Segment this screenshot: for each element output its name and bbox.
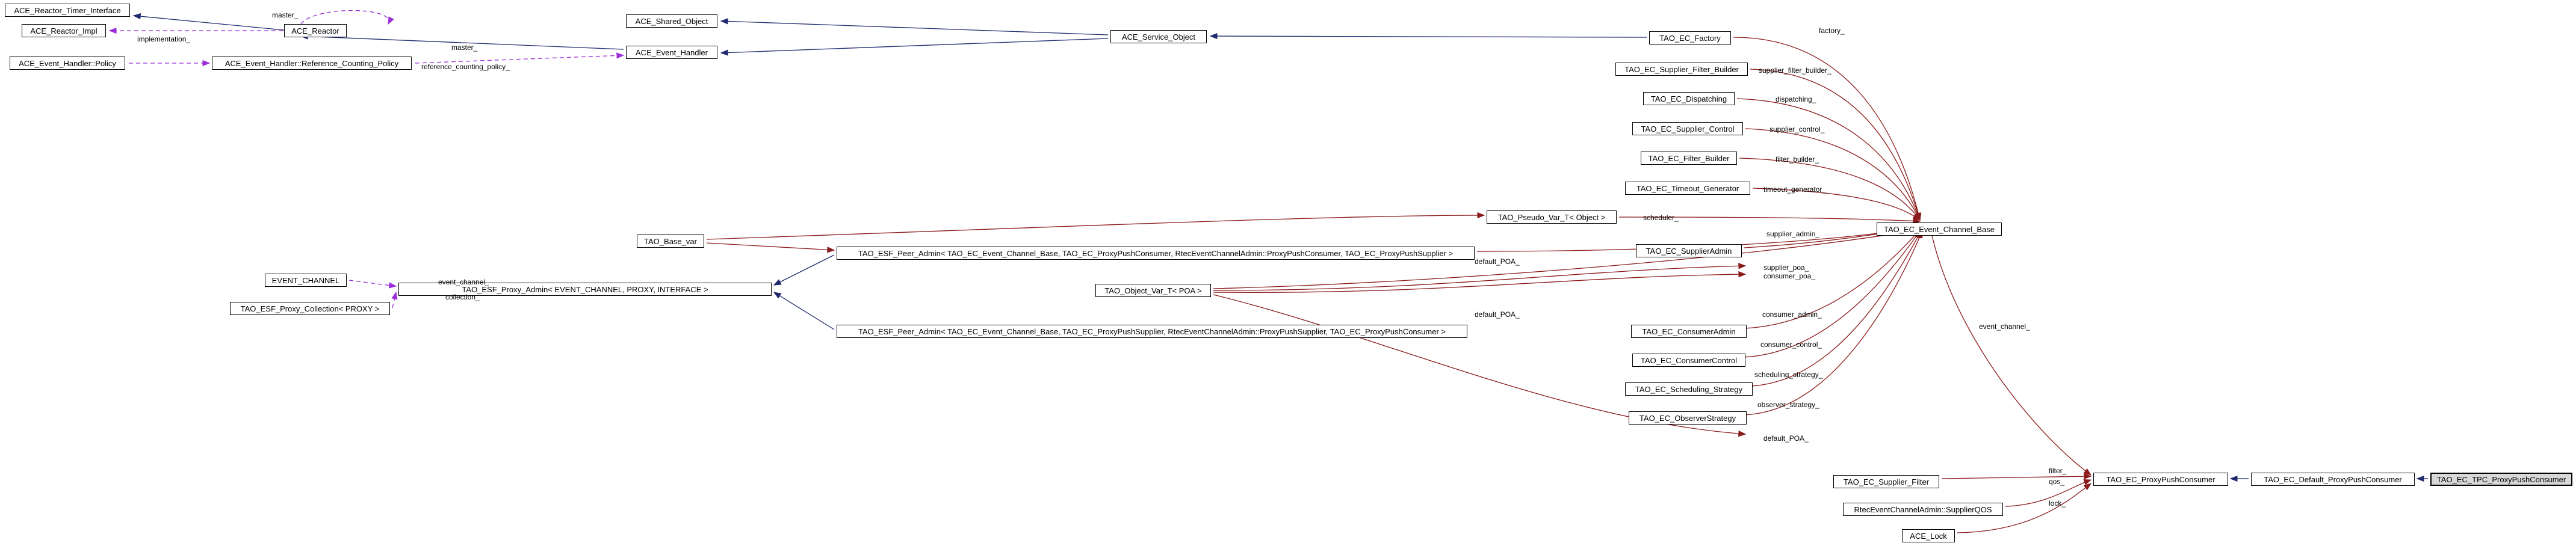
class-node[interactable]: TAO_EC_Default_ProxyPushConsumer bbox=[2251, 473, 2415, 486]
edge-label: supplier_admin_ bbox=[1766, 230, 1820, 238]
class-node[interactable]: ACE_Event_Handler::Policy bbox=[10, 57, 125, 70]
edge-label: filter_ bbox=[2049, 467, 2067, 475]
edge-usage bbox=[1752, 188, 1921, 221]
edge-usage bbox=[1750, 69, 1921, 221]
edge-usage bbox=[1213, 271, 1747, 293]
class-node[interactable]: ACE_Lock bbox=[1902, 529, 1955, 542]
edge-usage bbox=[1736, 98, 1921, 221]
class-node[interactable]: TAO_EC_Timeout_Generator bbox=[1625, 182, 1750, 195]
edge-usage bbox=[706, 242, 835, 253]
edge-label: collection_ bbox=[445, 293, 480, 301]
edge-label: observer_strategy_ bbox=[1757, 400, 1819, 409]
edge-label: factory_ bbox=[1819, 26, 1845, 35]
edge-label: consumer_control_ bbox=[1760, 340, 1822, 349]
edge-inheritance bbox=[300, 33, 624, 50]
edge-usage bbox=[1733, 37, 1922, 221]
class-node[interactable]: ACE_Reactor bbox=[284, 24, 347, 37]
class-node[interactable]: RtecEventChannelAdmin::SupplierQOS bbox=[1843, 503, 2003, 516]
edge-label: default_POA_ bbox=[1475, 310, 1520, 319]
edge-label: qos_ bbox=[2049, 477, 2065, 486]
edge-label: filter_builder_ bbox=[1776, 155, 1819, 164]
edge-template bbox=[415, 52, 625, 64]
edge-usage bbox=[1745, 128, 1921, 221]
class-node[interactable]: TAO_EC_Supplier_Control bbox=[1632, 122, 1743, 135]
class-node[interactable]: TAO_EC_TPC_ProxyPushConsumer bbox=[2430, 473, 2572, 486]
edge-inheritance bbox=[773, 292, 835, 330]
class-node[interactable]: TAO_EC_Filter_Builder bbox=[1641, 152, 1737, 165]
edge-label: master_ bbox=[451, 43, 478, 52]
edge-inheritance bbox=[773, 254, 835, 286]
class-node[interactable]: EVENT_CHANNEL bbox=[265, 274, 347, 287]
class-node[interactable]: TAO_EC_ObserverStrategy bbox=[1629, 411, 1747, 425]
edge-label: default_POA_ bbox=[1763, 434, 1809, 443]
class-node[interactable]: TAO_ESF_Peer_Admin< TAO_EC_Event_Channel… bbox=[837, 247, 1475, 260]
edge-template bbox=[300, 10, 394, 25]
class-node[interactable]: TAO_ESF_Peer_Admin< TAO_EC_Event_Channel… bbox=[837, 325, 1467, 338]
class-node[interactable]: TAO_EC_Supplier_Filter bbox=[1833, 475, 1939, 488]
edge-template bbox=[391, 291, 398, 308]
class-node[interactable]: TAO_EC_ProxyPushConsumer bbox=[2093, 473, 2228, 486]
edge-label: scheduler_ bbox=[1643, 213, 1679, 222]
class-node[interactable]: TAO_Object_Var_T< POA > bbox=[1095, 284, 1211, 297]
edge-label: timeout_generator_ bbox=[1763, 185, 1827, 194]
edge-usage bbox=[1744, 229, 1921, 329]
class-node[interactable]: TAO_Pseudo_Var_T< Object > bbox=[1487, 210, 1617, 224]
edge-usage bbox=[1213, 227, 1921, 289]
edge-usage bbox=[2005, 479, 2092, 507]
edge-usage bbox=[1213, 263, 1747, 291]
class-node[interactable]: ACE_Shared_Object bbox=[626, 14, 717, 28]
class-node[interactable]: TAO_EC_Dispatching bbox=[1643, 92, 1735, 105]
edge-inheritance bbox=[720, 38, 1109, 56]
class-node[interactable]: TAO_ESF_Proxy_Collection< PROXY > bbox=[230, 302, 390, 315]
class-node[interactable]: TAO_EC_Scheduling_Strategy bbox=[1625, 382, 1753, 396]
edge-label: lock_ bbox=[2049, 499, 2066, 508]
edge-usage bbox=[1957, 483, 2092, 533]
edge-usage bbox=[1750, 230, 1922, 387]
edge-inheritance bbox=[1209, 32, 1647, 40]
edge-usage bbox=[1742, 230, 1921, 358]
edge-inheritance bbox=[720, 18, 1109, 35]
edge-usage bbox=[1618, 216, 1921, 224]
class-node[interactable]: ACE_Event_Handler bbox=[626, 46, 717, 59]
class-node[interactable]: TAO_ESF_Proxy_Admin< EVENT_CHANNEL, PROX… bbox=[398, 283, 772, 296]
edge-usage bbox=[1941, 473, 2092, 480]
edge-label: master_ bbox=[272, 11, 299, 19]
edge-label: scheduling_strategy_ bbox=[1754, 370, 1823, 379]
class-node[interactable]: ACE_Service_Object bbox=[1110, 30, 1207, 43]
class-node[interactable]: ACE_Reactor_Timer_Interface bbox=[5, 4, 130, 17]
edge-label: consumer_poa_ bbox=[1763, 272, 1816, 280]
edge-usage bbox=[706, 212, 1485, 240]
edge-label: event_channel_ bbox=[438, 278, 489, 286]
edge-usage bbox=[1739, 158, 1921, 221]
edge-label: event_channel_ bbox=[1979, 322, 2030, 331]
class-node[interactable]: TAO_EC_ConsumerControl bbox=[1632, 354, 1745, 367]
edge-label: consumer_admin_ bbox=[1762, 310, 1822, 319]
edge-inheritance bbox=[132, 13, 285, 31]
edge-label: supplier_poa_ bbox=[1763, 263, 1809, 272]
edge-label: dispatching_ bbox=[1776, 95, 1816, 103]
class-node[interactable]: TAO_EC_Supplier_Filter_Builder bbox=[1615, 63, 1748, 76]
edge-label: default_POA_ bbox=[1475, 257, 1520, 266]
edge-template bbox=[348, 280, 397, 289]
class-node[interactable]: TAO_EC_SupplierAdmin bbox=[1636, 244, 1742, 257]
class-node[interactable]: TAO_Base_var bbox=[637, 235, 704, 248]
class-node[interactable]: TAO_EC_Event_Channel_Base bbox=[1877, 222, 2002, 236]
class-node[interactable]: TAO_EC_ConsumerAdmin bbox=[1631, 325, 1747, 338]
class-node[interactable]: ACE_Reactor_Impl bbox=[22, 24, 106, 37]
edge-label: supplier_filter_builder_ bbox=[1759, 66, 1831, 75]
edge-label: implementation_ bbox=[137, 35, 191, 43]
edge-usage bbox=[1931, 235, 2092, 476]
edge-label: reference_counting_policy_ bbox=[421, 63, 510, 71]
class-node[interactable]: ACE_Event_Handler::Reference_Counting_Po… bbox=[212, 57, 412, 70]
edge-label: supplier_control_ bbox=[1769, 125, 1825, 133]
class-node[interactable]: TAO_EC_Factory bbox=[1649, 31, 1731, 44]
edge-usage bbox=[1744, 230, 1923, 416]
